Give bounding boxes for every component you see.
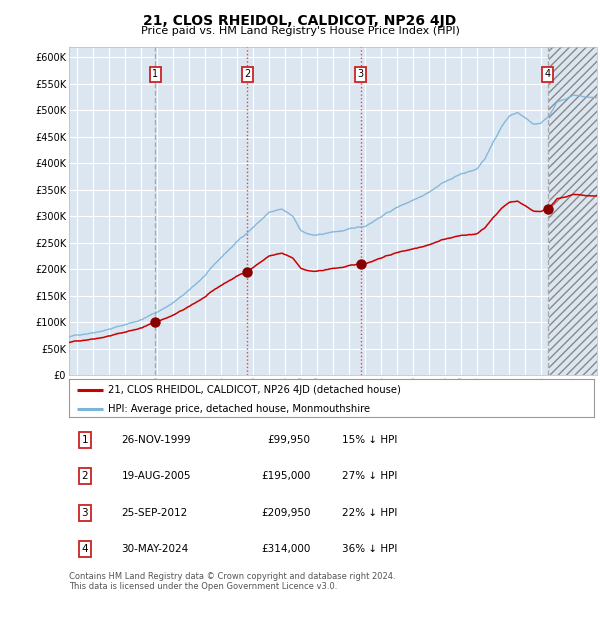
Text: 22% ↓ HPI: 22% ↓ HPI [342,508,397,518]
Text: 4: 4 [544,69,551,79]
Text: 36% ↓ HPI: 36% ↓ HPI [342,544,397,554]
Text: 2: 2 [244,69,250,79]
Text: Contains HM Land Registry data © Crown copyright and database right 2024.
This d: Contains HM Land Registry data © Crown c… [69,572,395,591]
Text: 1: 1 [82,435,88,445]
Text: £99,950: £99,950 [268,435,311,445]
Text: £195,000: £195,000 [261,471,311,481]
Text: 15% ↓ HPI: 15% ↓ HPI [342,435,397,445]
Text: 30-MAY-2024: 30-MAY-2024 [121,544,189,554]
Text: 3: 3 [82,508,88,518]
Text: £209,950: £209,950 [261,508,311,518]
Text: 4: 4 [82,544,88,554]
Text: 19-AUG-2005: 19-AUG-2005 [121,471,191,481]
Text: Price paid vs. HM Land Registry's House Price Index (HPI): Price paid vs. HM Land Registry's House … [140,26,460,36]
Text: 27% ↓ HPI: 27% ↓ HPI [342,471,397,481]
Text: 1: 1 [152,69,158,79]
Text: 3: 3 [358,69,364,79]
Text: 21, CLOS RHEIDOL, CALDICOT, NP26 4JD: 21, CLOS RHEIDOL, CALDICOT, NP26 4JD [143,14,457,28]
Text: 21, CLOS RHEIDOL, CALDICOT, NP26 4JD (detached house): 21, CLOS RHEIDOL, CALDICOT, NP26 4JD (de… [109,384,401,394]
Text: HPI: Average price, detached house, Monmouthshire: HPI: Average price, detached house, Monm… [109,404,371,414]
Text: 26-NOV-1999: 26-NOV-1999 [121,435,191,445]
Bar [549,46,597,375]
Text: 2: 2 [82,471,88,481]
Text: 25-SEP-2012: 25-SEP-2012 [121,508,188,518]
Text: £314,000: £314,000 [261,544,311,554]
